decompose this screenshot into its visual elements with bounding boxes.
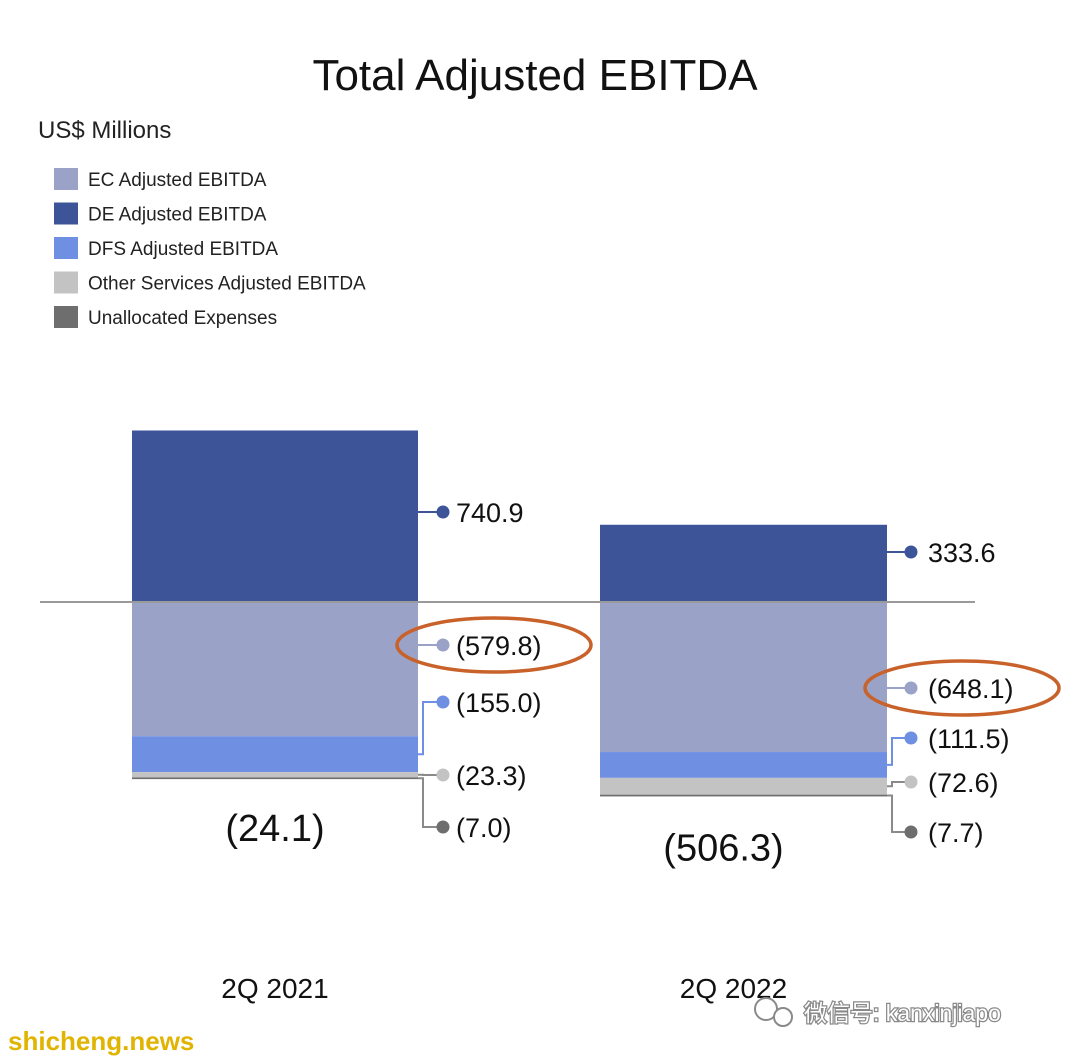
- legend-swatch-3: [54, 271, 78, 294]
- bar-1-series-4: [600, 794, 887, 797]
- highlight-ellipse-0: [395, 616, 593, 674]
- data-label-0-1: 740.9: [456, 498, 524, 528]
- label-dot-0-4: [436, 820, 450, 834]
- label-dot-0-1: [436, 505, 450, 519]
- label-dot-0-2: [436, 695, 450, 709]
- total-label-0: (24.1): [225, 808, 324, 850]
- category-labels: 2Q 2021 2Q 2022: [221, 973, 787, 1004]
- data-label-0-3: (23.3): [456, 761, 527, 791]
- legend-swatch-1: [54, 202, 78, 225]
- data-label-1-1: 333.6: [928, 538, 996, 568]
- label-dot-1-2: [904, 731, 918, 745]
- legend: EC Adjusted EBITDA DE Adjusted EBITDA DFS …: [54, 168, 366, 329]
- legend-label-3: Other Services Adjusted EBITDA: [88, 274, 366, 295]
- total-label-1: (506.3): [663, 827, 783, 869]
- unit-label: US$ Millions: [38, 117, 171, 144]
- legend-label-2: DFS Adjusted EBITDA: [88, 239, 278, 260]
- legend-label-4: Unallocated Expenses: [88, 308, 277, 329]
- watermark-right: 微信号: kanxinjiapo: [804, 1000, 1001, 1026]
- total-labels: (24.1) (506.3): [225, 808, 783, 869]
- bar-1-series-2: [600, 752, 887, 778]
- legend-swatch-2: [54, 237, 78, 259]
- connector-1-2: [887, 737, 911, 766]
- bar-0-series-1: [132, 430, 418, 602]
- bar-1-series-3: [600, 777, 887, 795]
- bar-0-series-4: [132, 777, 418, 780]
- chart-title: Total Adjusted EBITDA: [312, 51, 758, 100]
- connector-1-4: [887, 794, 911, 833]
- bars: [132, 430, 887, 797]
- category-label-0: 2Q 2021: [221, 973, 328, 1004]
- bar-0-series-3: [132, 772, 418, 778]
- data-labels: (579.8) 740.9 (155.0) (23.3) (7.0) (648.1) 333…: [456, 498, 1014, 848]
- label-dot-1-0: [904, 681, 918, 695]
- data-label-0-2: (155.0): [456, 688, 542, 718]
- label-dot-1-4: [904, 825, 918, 839]
- watermark-left: shicheng.news: [8, 1026, 194, 1056]
- data-label-1-4: (7.7): [928, 818, 984, 848]
- label-dot-0-3: [436, 768, 450, 782]
- bar-1-series-0: [600, 602, 887, 753]
- watermarks: shicheng.news 微信号: kanxinjiapo: [7, 997, 1002, 1058]
- legend-label-1: DE Adjusted EBITDA: [88, 205, 267, 226]
- connector-0-4: [418, 777, 443, 828]
- bar-0-series-0: [132, 602, 418, 737]
- legend-label-0: EC Adjusted EBITDA: [88, 170, 267, 191]
- label-dot-1-1: [904, 545, 918, 559]
- connector-0-2: [418, 701, 443, 756]
- wechat-icon: [754, 997, 793, 1027]
- bar-1-series-1: [600, 524, 887, 602]
- label-dot-0-0: [436, 638, 450, 652]
- highlight-ellipse-1: [863, 659, 1061, 717]
- legend-swatch-4: [54, 306, 78, 328]
- data-label-1-0: (648.1): [928, 674, 1014, 704]
- data-label-1-2: (111.5): [928, 724, 1010, 754]
- connector-1-3: [887, 781, 911, 788]
- legend-swatch-0: [54, 168, 78, 190]
- data-label-1-3: (72.6): [928, 768, 999, 798]
- label-connectors: [418, 505, 918, 839]
- highlight-ellipses: [395, 616, 1061, 717]
- data-label-0-4: (7.0): [456, 813, 512, 843]
- data-label-0-0: (579.8): [456, 631, 542, 661]
- bar-0-series-2: [132, 736, 418, 773]
- label-dot-1-3: [904, 775, 918, 789]
